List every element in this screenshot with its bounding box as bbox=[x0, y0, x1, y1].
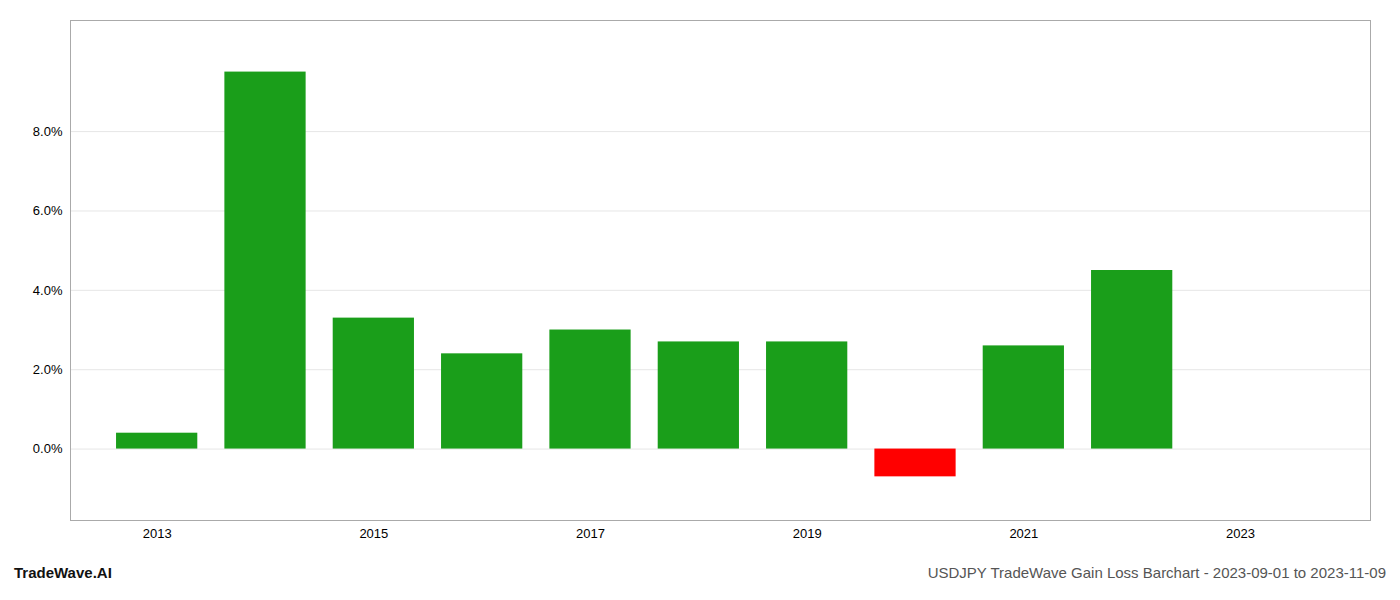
svg-text:0.0%: 0.0% bbox=[33, 441, 63, 456]
svg-text:2015: 2015 bbox=[359, 526, 388, 541]
svg-text:2017: 2017 bbox=[576, 526, 605, 541]
svg-text:8.0%: 8.0% bbox=[33, 124, 63, 139]
html-text:TradeWave.AI: TradeWave.AI bbox=[14, 564, 112, 581]
html-text:USDJPY TradeWave Gain Loss Bar: USDJPY TradeWave Gain Loss Barchart - 20… bbox=[927, 564, 1386, 581]
svg-text:4.0%: 4.0% bbox=[33, 283, 63, 298]
svg-text:2019: 2019 bbox=[793, 526, 822, 541]
svg-text:6.0%: 6.0% bbox=[33, 203, 63, 218]
svg-text:2.0%: 2.0% bbox=[33, 362, 63, 377]
svg-text:2013: 2013 bbox=[143, 526, 172, 541]
svg-text:2023: 2023 bbox=[1226, 526, 1255, 541]
svg-text:2021: 2021 bbox=[1009, 526, 1038, 541]
